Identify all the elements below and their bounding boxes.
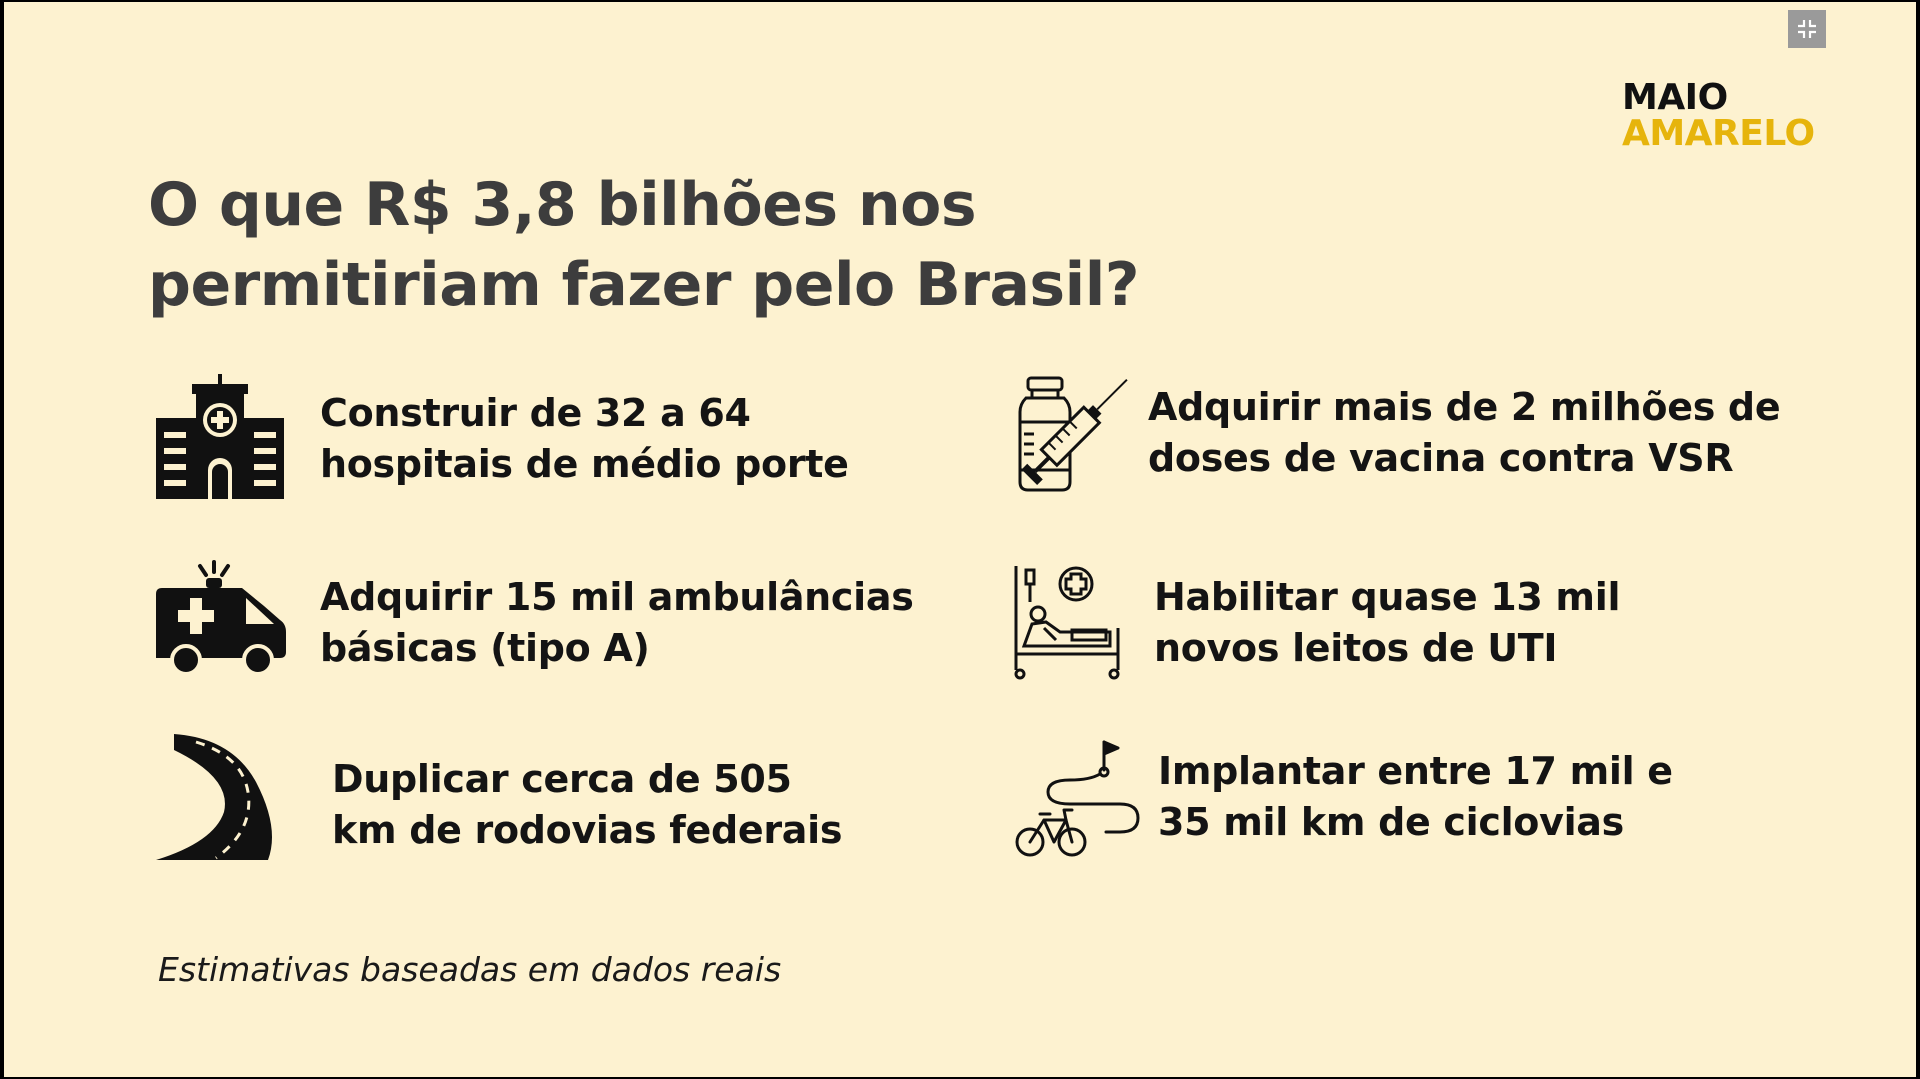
item-hospitals: Construir de 32 a 64 hospitais de médio … [320,388,849,490]
hospital-bed-icon [1014,566,1120,680]
item-vaccines: Adquirir mais de 2 milhões de doses de v… [1148,382,1781,484]
slide-title: O que R$ 3,8 bilhões nos permitiriam faz… [148,170,1140,320]
item-icu-beds-line1: Habilitar quase 13 mil [1154,575,1621,619]
item-ambulances: Adquirir 15 mil ambulâncias básicas (tip… [320,572,914,674]
vaccine-icon [1018,376,1128,492]
logo-line-1: MAIO [1622,77,1728,118]
item-icu-beds-line2: novos leitos de UTI [1154,626,1558,670]
item-hospitals-line2: hospitais de médio porte [320,442,849,486]
item-vaccines-line1: Adquirir mais de 2 milhões de [1148,385,1781,429]
presentation-slide: MAIO AMARELO O que R$ 3,8 bilhões nos pe… [4,2,1916,1077]
item-vaccines-line2: doses de vacina contra VSR [1148,436,1734,480]
ambulance-icon [156,560,286,676]
item-highways-line2: km de rodovias federais [332,808,843,852]
hospital-icon [156,374,284,499]
exit-fullscreen-button[interactable] [1788,10,1826,48]
item-bike-lanes-line2: 35 mil km de ciclovias [1158,800,1624,844]
item-highways-line1: Duplicar cerca de 505 [332,757,792,801]
item-bike-lanes: Implantar entre 17 mil e 35 mil km de ci… [1158,746,1673,848]
road-icon [156,734,272,860]
exit-fullscreen-icon [1798,20,1816,38]
logo-line-2: AMARELO [1622,113,1815,154]
item-ambulances-line1: Adquirir 15 mil ambulâncias [320,575,914,619]
item-ambulances-line2: básicas (tipo A) [320,626,650,670]
item-bike-lanes-line1: Implantar entre 17 mil e [1158,749,1673,793]
item-icu-beds: Habilitar quase 13 mil novos leitos de U… [1154,572,1620,674]
footnote: Estimativas baseadas em dados reais [158,950,782,989]
bike-route-icon [1015,740,1140,857]
maio-amarelo-logo: MAIO AMARELO [1622,80,1815,152]
item-highways: Duplicar cerca de 505 km de rodovias fed… [332,754,842,856]
item-hospitals-line1: Construir de 32 a 64 [320,391,751,435]
